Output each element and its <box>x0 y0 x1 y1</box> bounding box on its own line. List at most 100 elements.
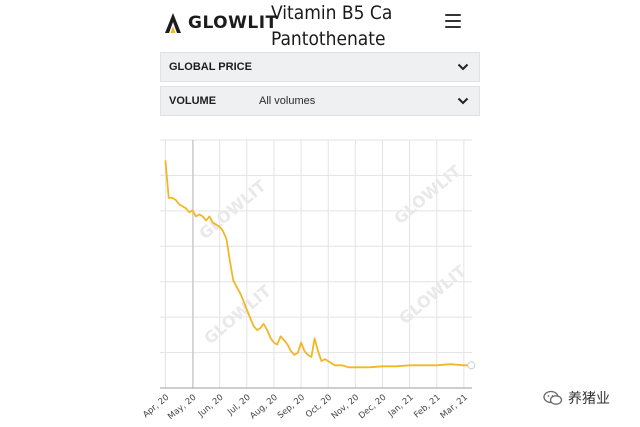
data-point <box>188 211 190 213</box>
volume-dropdown[interactable]: VOLUME All volumes <box>160 86 480 116</box>
data-point <box>225 238 228 240</box>
watermark-text: GLOWLIT <box>200 281 274 348</box>
data-point <box>212 222 214 224</box>
data-point <box>283 339 285 342</box>
data-point <box>256 329 258 331</box>
data-point <box>273 341 275 344</box>
menu-line-icon <box>445 20 461 22</box>
dropdown-label: GLOBAL PRICE <box>169 61 252 73</box>
watermark-text: GLOWLIT <box>390 161 464 228</box>
page-title: Vitamin B5 Ca Pantothenate 98% <box>271 2 393 76</box>
menu-line-icon <box>445 26 461 28</box>
series-end-marker <box>467 361 476 370</box>
data-point <box>239 292 241 294</box>
data-point <box>436 364 438 366</box>
data-point <box>202 215 204 218</box>
data-point <box>215 224 218 226</box>
data-point <box>232 279 234 282</box>
data-point <box>229 261 231 263</box>
data-point <box>249 317 251 319</box>
chevron-down-icon <box>457 63 469 71</box>
data-point <box>276 344 278 346</box>
data-point <box>290 350 292 352</box>
data-point <box>300 341 302 344</box>
data-point <box>297 352 299 354</box>
glowlit-logo-icon <box>165 13 181 33</box>
x-tick-label: May, 20 <box>166 393 198 422</box>
x-tick-label: Oct, 20 <box>304 393 334 421</box>
data-point <box>270 337 272 339</box>
data-point <box>327 360 329 362</box>
data-point <box>324 358 326 360</box>
wechat-watermark: 养猪业 <box>543 388 610 408</box>
data-point <box>171 197 173 199</box>
data-point <box>317 350 319 352</box>
data-point <box>168 197 170 199</box>
chart-grid <box>160 139 472 389</box>
data-point <box>185 207 187 209</box>
data-point <box>181 205 183 207</box>
data-point <box>175 199 177 201</box>
data-point <box>409 364 411 366</box>
data-point <box>198 213 200 215</box>
chevron-down-icon <box>457 97 469 105</box>
x-tick-label: Feb, 21 <box>412 393 442 421</box>
data-point <box>195 215 197 218</box>
data-point <box>219 226 221 228</box>
data-point <box>395 365 397 367</box>
data-point <box>191 209 194 211</box>
data-point <box>293 354 295 356</box>
x-tick-label: Sep, 20 <box>276 393 307 421</box>
x-tick-label: Dec, 20 <box>357 393 388 422</box>
data-point <box>280 335 282 337</box>
data-point <box>368 366 370 368</box>
data-point <box>263 323 265 325</box>
data-point <box>320 360 323 362</box>
data-point <box>347 366 350 368</box>
hamburger-menu-button[interactable] <box>445 14 461 28</box>
watermark-caption: 养猪业 <box>568 391 610 407</box>
app-header: GLOWLIT Vitamin B5 Ca Pantothenate 98% <box>160 0 480 76</box>
wechat-icon <box>543 390 563 405</box>
brand-name: GLOWLIT <box>188 13 278 33</box>
data-point <box>310 356 312 358</box>
x-tick-label: Jan, 21 <box>386 393 416 420</box>
data-point <box>303 350 305 352</box>
brand-logo[interactable]: GLOWLIT <box>164 12 278 34</box>
x-tick-label: Nov, 20 <box>330 393 362 422</box>
data-point <box>266 329 268 331</box>
watermark-text: GLOWLIT <box>195 176 269 243</box>
global-price-dropdown[interactable]: GLOBAL PRICE <box>160 52 480 82</box>
chart-axes <box>160 140 472 389</box>
data-point <box>235 286 238 288</box>
x-tick-label: Mar, 21 <box>439 393 470 421</box>
menu-line-icon <box>445 14 461 16</box>
data-point <box>178 203 180 205</box>
data-point <box>463 364 465 366</box>
chart-series <box>164 160 476 370</box>
x-tick-label: Jun, 20 <box>196 393 226 420</box>
data-point <box>242 300 245 302</box>
data-point <box>205 220 207 222</box>
data-point <box>361 366 363 368</box>
data-point <box>307 354 309 356</box>
dropdown-label: VOLUME <box>169 95 217 107</box>
data-point <box>259 327 261 329</box>
chart-watermark: GLOWLIT GLOWLIT GLOWLIT GLOWLIT <box>195 161 469 348</box>
data-point <box>354 366 356 368</box>
data-point <box>164 160 167 162</box>
watermark-text: GLOWLIT <box>395 261 469 328</box>
data-point <box>314 337 316 339</box>
data-point <box>449 363 451 365</box>
data-point <box>253 325 255 327</box>
data-point <box>422 364 424 366</box>
data-point <box>381 365 384 367</box>
data-point <box>246 308 248 311</box>
data-point <box>208 215 210 218</box>
data-point <box>341 364 343 366</box>
data-point <box>222 230 224 232</box>
volume-selected-value: All volumes <box>259 95 316 107</box>
data-point <box>286 344 289 346</box>
